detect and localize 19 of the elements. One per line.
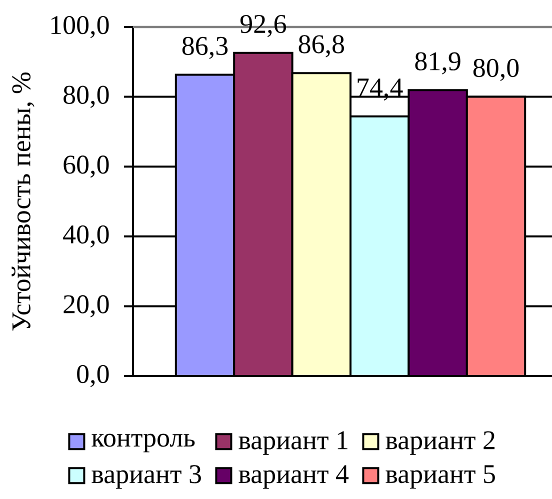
legend-label: вариант 2 [386, 431, 495, 455]
y-tick-label: 80,0 [64, 86, 109, 108]
data-label: 80,0 [473, 58, 519, 81]
data-label: 92,6 [240, 14, 286, 37]
legend-label: контроль [92, 434, 195, 452]
data-label: 86,3 [182, 36, 228, 59]
data-label: 86,8 [298, 35, 344, 58]
y-tick-label: 0,0 [77, 364, 109, 388]
y-tick-label: 20,0 [64, 295, 109, 318]
y-tick-label: 100,0 [51, 16, 109, 38]
data-label: 81,9 [415, 52, 460, 74]
legend-label: вариант 3 [92, 465, 201, 489]
y-axis-title: Устойчивость пены, % [12, 72, 34, 331]
legend-label: вариант 1 [238, 431, 348, 455]
data-label: 74,4 [358, 78, 403, 100]
legend-label: вариант 5 [386, 465, 495, 489]
y-tick-label: 40,0 [63, 225, 109, 248]
y-tick-label: 60,0 [64, 156, 109, 178]
legend-label: вариант 4 [238, 465, 349, 489]
